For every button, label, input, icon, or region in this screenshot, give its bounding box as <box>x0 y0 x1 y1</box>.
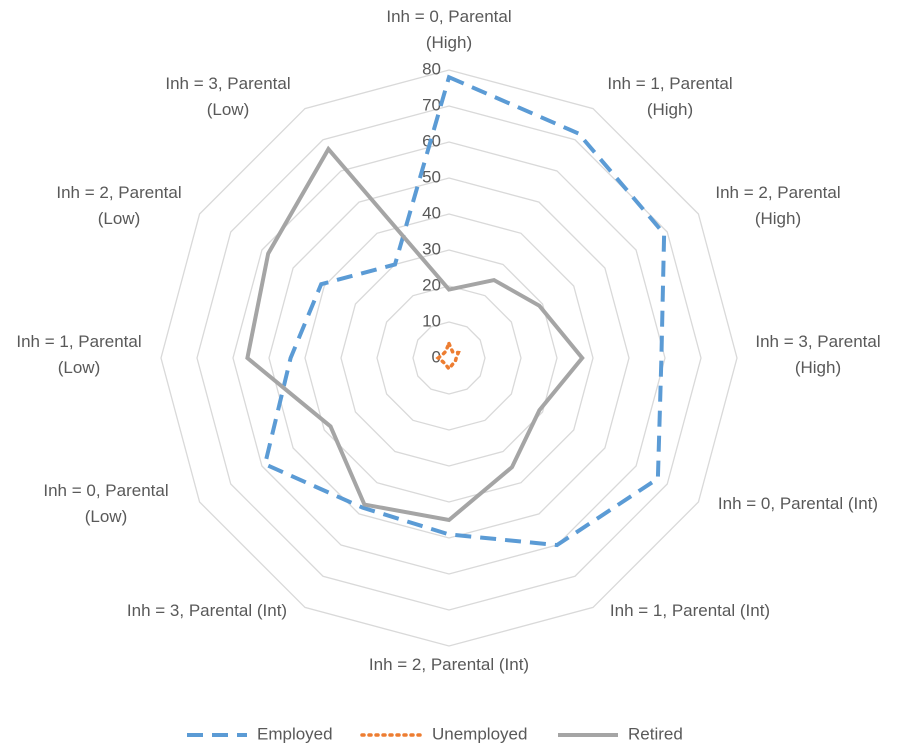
grid-line <box>268 177 630 539</box>
category-label: Inh = 3, Parental (Int) <box>126 601 288 620</box>
category-label: Inh = 0, Parental (Low) <box>43 481 169 526</box>
grid-line <box>412 321 486 395</box>
grid-line <box>232 141 666 575</box>
series-line <box>435 339 461 372</box>
category-label: Inh = 2, Parental (Int) <box>368 655 530 674</box>
grid-line <box>340 249 558 467</box>
y-tick-label: 0 <box>432 347 441 366</box>
legend-label: Unemployed <box>432 724 527 743</box>
category-label: Inh = 0, Parental (Int) <box>717 494 879 513</box>
y-tick-label: 70 <box>422 95 441 114</box>
category-label: Inh = 1, Parental (Int) <box>609 601 771 620</box>
y-tick-label: 10 <box>422 311 441 330</box>
category-label: Inh = 2, Parental (Low) <box>56 183 182 228</box>
y-tick-label: 20 <box>422 275 441 294</box>
grid-line <box>304 213 594 503</box>
category-label: Inh = 1, Parental (Low) <box>16 332 142 377</box>
series-line <box>262 74 667 548</box>
grid-line <box>376 285 522 431</box>
y-tick-label: 80 <box>422 59 441 78</box>
y-tick-label: 30 <box>422 239 441 258</box>
legend-label: Employed <box>257 724 333 743</box>
category-label: Inh = 3, Parental (Low) <box>165 74 291 119</box>
series-line <box>245 145 585 523</box>
grid-line <box>160 69 738 647</box>
category-label: Inh = 3, Parental (High) <box>755 332 881 377</box>
category-label: Inh = 1, Parental (High) <box>607 74 733 119</box>
y-tick-label: 50 <box>422 167 441 186</box>
category-label: Inh = 0, Parental (High) <box>386 7 512 52</box>
legend-label: Retired <box>628 724 683 743</box>
grid-line <box>196 105 702 611</box>
category-label: Inh = 2, Parental (High) <box>715 183 841 228</box>
y-tick-label: 40 <box>422 203 441 222</box>
